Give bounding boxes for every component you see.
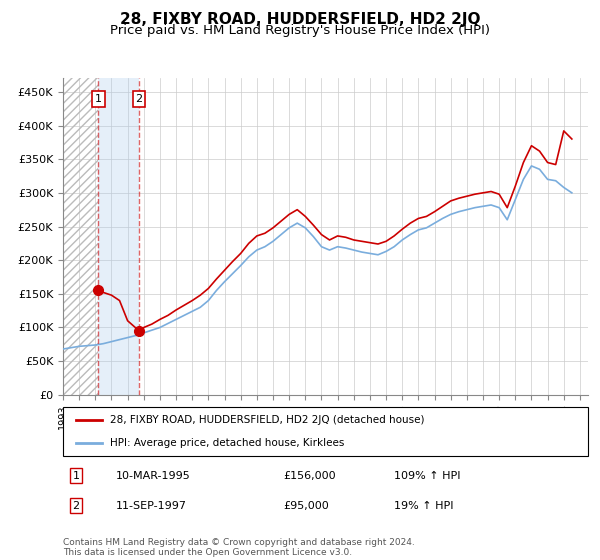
Text: 2: 2: [136, 94, 143, 104]
Text: 1: 1: [73, 471, 80, 481]
Text: 1: 1: [95, 94, 102, 104]
Text: £156,000: £156,000: [284, 471, 336, 481]
Text: HPI: Average price, detached house, Kirklees: HPI: Average price, detached house, Kirk…: [110, 438, 344, 448]
Bar: [98, 78, 139, 395]
Text: Price paid vs. HM Land Registry's House Price Index (HPI): Price paid vs. HM Land Registry's House …: [110, 24, 490, 36]
Bar: [63, 78, 98, 395]
Text: 28, FIXBY ROAD, HUDDERSFIELD, HD2 2JQ (detached house): 28, FIXBY ROAD, HUDDERSFIELD, HD2 2JQ (d…: [110, 416, 425, 426]
Text: 2: 2: [73, 501, 80, 511]
FancyBboxPatch shape: [63, 407, 588, 456]
Text: 19% ↑ HPI: 19% ↑ HPI: [394, 501, 453, 511]
Text: £95,000: £95,000: [284, 501, 329, 511]
Text: 11-SEP-1997: 11-SEP-1997: [115, 501, 187, 511]
Text: 28, FIXBY ROAD, HUDDERSFIELD, HD2 2JQ: 28, FIXBY ROAD, HUDDERSFIELD, HD2 2JQ: [120, 12, 480, 27]
Text: Contains HM Land Registry data © Crown copyright and database right 2024.
This d: Contains HM Land Registry data © Crown c…: [63, 538, 415, 557]
Text: 10-MAR-1995: 10-MAR-1995: [115, 471, 190, 481]
Text: 109% ↑ HPI: 109% ↑ HPI: [394, 471, 460, 481]
